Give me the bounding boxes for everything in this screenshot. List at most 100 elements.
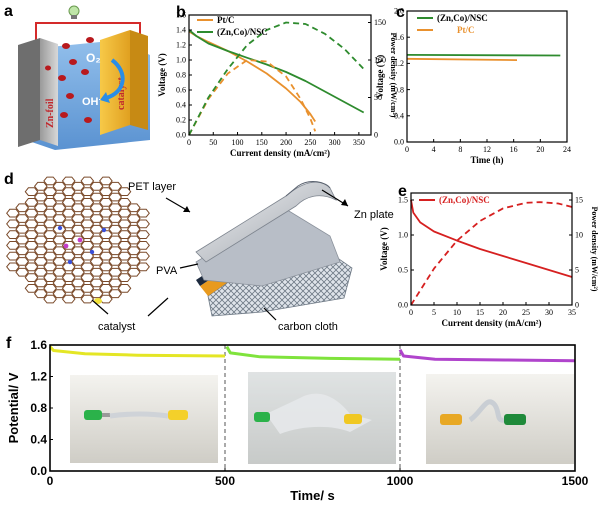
lattice-hexagon <box>24 219 39 229</box>
lattice-hexagon <box>89 257 104 266</box>
lattice-hexagon <box>99 251 113 261</box>
x-tick-label: 30 <box>545 308 553 317</box>
lattice-hexagon <box>99 262 113 272</box>
lattice-hexagon <box>99 241 113 250</box>
lattice-hexagon <box>117 187 132 196</box>
lattice-hexagon <box>89 214 104 223</box>
lattice-hexagon <box>99 219 113 229</box>
lattice-hexagon <box>24 251 39 261</box>
y-right-tick-label: 10 <box>575 231 583 240</box>
lattice-hexagon <box>43 273 57 282</box>
lattice-hexagon <box>43 187 57 196</box>
lattice-hexagon <box>33 267 48 277</box>
lattice-hexagon <box>33 224 48 234</box>
lattice-hexagon <box>24 187 39 196</box>
nitrogen-atom <box>67 259 73 265</box>
x-axis-label: Current density (mA/cm²) <box>230 148 330 158</box>
lattice-hexagon <box>126 267 141 277</box>
lattice-hexagon <box>6 208 20 218</box>
legend-entry: Pt/C <box>217 15 235 25</box>
x-tick-label: 15 <box>476 308 484 317</box>
y-right-tick-label: 100 <box>374 56 386 65</box>
x-axis-label: Time (h) <box>470 155 503 165</box>
lattice-hexagon <box>108 192 123 202</box>
lattice-hexagon <box>61 294 76 304</box>
o2-label: O₂ <box>86 51 101 65</box>
y-tick-label: 1.6 <box>176 11 186 20</box>
lightbulb-icon <box>68 5 80 19</box>
series-line-f-2 <box>398 348 576 363</box>
x-tick-label: 300 <box>329 138 341 147</box>
x-tick-label: 150 <box>256 138 268 147</box>
lattice-hexagon <box>52 203 67 213</box>
y-tick-label: 0.8 <box>176 71 186 80</box>
lattice-hexagon <box>61 262 76 272</box>
x-tick-label: 350 <box>353 138 365 147</box>
y-tick-label: 1.4 <box>176 26 186 35</box>
y-tick-label: 0.8 <box>30 401 47 415</box>
x-axis-label: Time/ s <box>290 488 335 503</box>
nitrogen-atom <box>57 225 63 231</box>
series-line-b-3 <box>188 21 365 136</box>
lattice-hexagon <box>61 208 76 218</box>
lattice-hexagon <box>108 203 123 213</box>
lattice-hexagon <box>71 267 85 277</box>
y-tick-label: 1.2 <box>176 41 186 50</box>
lattice-hexagon <box>117 241 132 250</box>
x-tick-label: 5 <box>432 308 436 317</box>
lattice-hexagon <box>52 257 67 266</box>
lattice-hexagon <box>71 235 85 245</box>
lattice-hexagon <box>61 187 76 196</box>
series-line-b-2 <box>188 59 317 136</box>
lattice-hexagon <box>24 262 39 272</box>
lattice-hexagon <box>80 198 95 207</box>
lattice-hexagon <box>117 273 132 282</box>
lattice-hexagon <box>89 278 104 288</box>
chart-f: f 0 500 1000 1500 0.0 0.4 0.8 1.2 1.6 Time/ s Poten… <box>6 335 589 503</box>
lattice-hexagon <box>15 267 30 277</box>
lattice-hexagon <box>15 203 30 213</box>
catalyst-label: catalyst <box>116 77 127 110</box>
lattice-hexagon <box>80 273 95 282</box>
panel-a: a Zn-foil catalyst O₂ OH⁻ <box>4 3 150 150</box>
x-tick-label: 200 <box>280 138 292 147</box>
lattice-hexagon <box>99 198 113 207</box>
lattice-hexagon <box>24 273 39 282</box>
lattice-hexagon <box>99 284 113 293</box>
lattice-hexagon <box>89 289 104 299</box>
panel-f-label: f <box>6 335 12 352</box>
lattice-hexagon <box>89 192 104 202</box>
lattice-hexagon <box>71 246 85 256</box>
x-tick-label: 0 <box>405 145 409 154</box>
lattice-hexagon <box>99 187 113 196</box>
panel-f-photos <box>70 372 574 464</box>
lattice-hexagon <box>99 176 113 186</box>
lattice-hexagon <box>80 262 95 272</box>
y-tick-label: 1.2 <box>30 370 47 384</box>
x-tick-label: 16 <box>510 145 518 154</box>
panel-a-label: a <box>4 3 13 20</box>
legend-entry: (Zn,Co)/NSC <box>437 13 488 23</box>
lattice-hexagon <box>6 230 20 239</box>
lattice-hexagon <box>15 214 30 223</box>
x-tick-label: 1000 <box>387 474 414 488</box>
photo-flat-device <box>70 375 218 463</box>
lattice-hexagon <box>6 219 20 229</box>
lattice-hexagon <box>80 219 95 229</box>
lattice-hexagon <box>126 235 141 245</box>
lattice-hexagon <box>71 203 85 213</box>
lattice-hexagon <box>71 214 85 223</box>
zn-foil-label: Zn-foil <box>45 98 56 128</box>
metal-atom <box>77 237 83 243</box>
y-right-axis-label: Power density (mW/cm²) <box>389 33 398 118</box>
series-line-c-1 <box>406 57 518 61</box>
x-tick-label: 250 <box>304 138 316 147</box>
lattice-hexagon <box>33 181 48 191</box>
reaction-arrow-icon <box>105 58 125 100</box>
lattice-hexagon <box>108 224 123 234</box>
series-line-e-1 <box>410 201 573 306</box>
lattice-hexagon <box>89 267 104 277</box>
lattice-hexagon <box>15 257 30 266</box>
lattice-hexagon <box>43 176 57 186</box>
series-line-b-1 <box>188 29 365 114</box>
